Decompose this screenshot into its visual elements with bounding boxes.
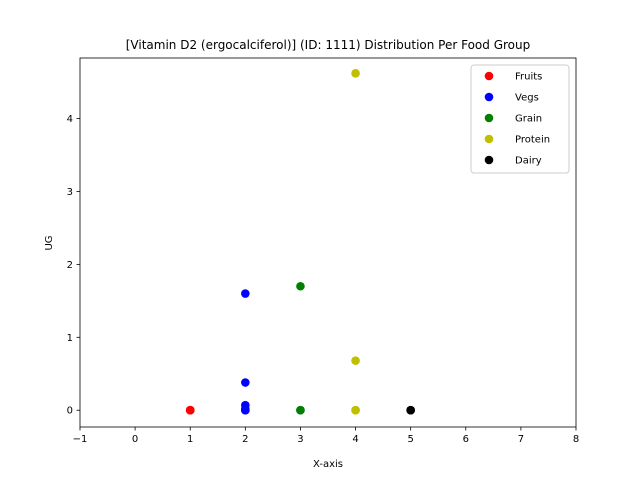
x-tick-label: 2 [242,434,248,445]
series-grain [296,281,305,415]
data-point [351,405,360,415]
data-point [351,356,360,365]
data-point [296,405,305,415]
points-layer [185,69,415,415]
legend-box [470,64,570,174]
legend: Fruits Vegs Grain Protein Dairy [470,64,570,174]
y-tick-label: 2 [67,260,73,271]
series-protein [351,69,360,415]
legend-marker [484,92,494,102]
x-tick-label: 1 [187,434,193,445]
y-tick-label: 0 [67,406,73,417]
x-tick-label: 0 [132,434,138,445]
legend-marker [484,134,494,144]
data-point [296,281,305,291]
x-tick-label: 4 [352,434,358,445]
series-fruits [185,405,195,415]
data-point [241,289,250,298]
legend-marker [484,155,494,165]
legend-items: Fruits Vegs Grain Protein Dairy [484,71,550,167]
legend-label: Fruits [515,72,542,83]
x-tick-label: 7 [518,434,524,445]
y-axis-label: UG [44,235,55,250]
x-tick-label: 6 [463,434,469,445]
data-point [351,69,360,78]
chart-title: [Vitamin D2 (ergocalciferol)] (ID: 1111)… [126,38,530,52]
y-tick-label: 3 [67,187,73,198]
x-axis-ticks: −1 0 1 2 3 4 5 6 7 8 [73,427,579,445]
legend-label: Dairy [515,156,542,167]
legend-marker [484,71,494,81]
data-point [241,400,250,410]
data-point [185,405,195,415]
y-tick-label: 4 [67,114,73,125]
x-tick-label: 5 [407,434,413,445]
plot-frame [79,57,577,428]
x-axis-label: X-axis [313,459,343,470]
legend-marker [484,113,494,123]
x-tick-label: 3 [297,434,303,445]
legend-label: Protein [515,135,550,146]
x-tick-label: −1 [73,434,88,445]
legend-label: Vegs [515,93,539,104]
y-axis-ticks: 0 1 2 3 4 [67,114,80,417]
series-vegs [241,289,250,415]
legend-label: Grain [515,114,542,125]
series-dairy [406,405,415,415]
data-point [241,378,250,387]
y-tick-label: 1 [67,333,73,344]
x-tick-label: 8 [573,434,579,445]
data-point [406,405,415,415]
